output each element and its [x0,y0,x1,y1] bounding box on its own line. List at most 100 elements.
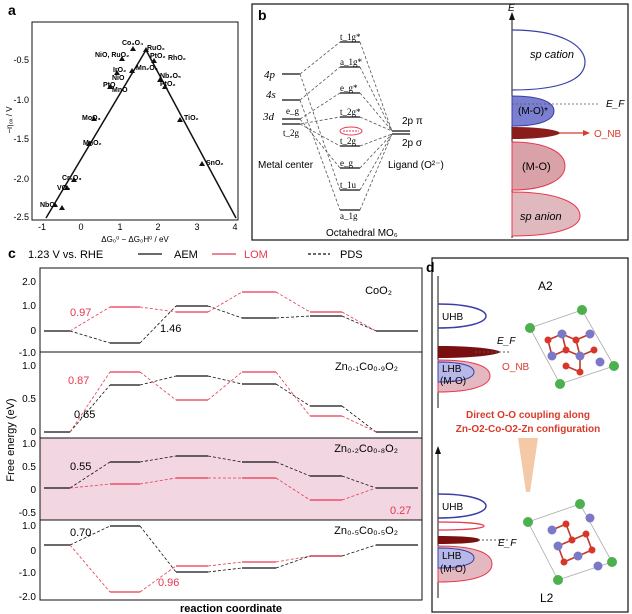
aem-connectors [69,525,377,573]
label-l2: L2 [540,591,554,605]
point-label: PtO₂ [150,53,166,60]
aem-connectors [69,455,377,489]
ytick: -1.5 [13,134,29,144]
ytick: -2.0 [19,592,37,603]
panel-a-points [52,46,205,210]
transition-arrow [518,438,538,492]
aem-levels [44,375,418,433]
lom-levels [110,291,342,313]
point-label: NbO [40,202,55,209]
uhb-label-top: UHB [442,312,463,323]
panel-b-frame [251,3,629,241]
panel-a-point-labels: Co₃O₄ RuO₂ NiO, RuO₂ PtO₂ RhO₂ IrO₂ Mn₂O… [40,40,224,209]
point-label: Co₃O₄ [122,40,143,47]
energy-arrow [509,12,515,20]
panel-c-yticks: 2.0 1.0 0 -1.0 1.0 0.5 0 1.0 0.5 0 -0.5 … [19,277,37,603]
lom-connectors [69,291,377,332]
zinc-atoms [525,305,619,389]
o-nb-ellipse [339,126,363,136]
metal-center-label: Metal center [258,160,314,171]
metal-level-labels: 4p 4s 3d e_g t_2g [262,69,300,138]
subplot-frame [39,267,423,353]
orbital-eg: e_g [286,106,299,116]
ytick: 1.0 [22,439,36,450]
pds-annotation-lom: 0.27 [390,505,411,517]
mo-labels: t_1g* a_1g* e_g* t_2g* t_2g e_g t_1u a_1… [340,32,362,221]
point-label: MoO₃ [82,115,101,122]
point [162,84,168,89]
dos-o-nb: O_NB [594,129,622,140]
point [114,70,120,75]
panel-a-xticks: -1 0 1 2 3 4 [38,222,238,232]
o-nb-band-bottom [438,536,480,544]
lhb-band-bottom [437,547,475,569]
panel-c-letter: c [8,245,16,261]
sp-cation-band [511,29,586,91]
ytick: -0.5 [13,55,29,65]
point [107,84,113,89]
panel-d-frame [431,257,629,613]
subplot-zn01: Zn₀.₁Co₀.₉O₂ 0.87 0.65 [44,361,418,433]
caption-line1: Direct O-O coupling along [466,410,590,421]
point-label: TiO₂ [184,115,199,122]
mo-label-bottom: (M-O) [440,564,466,575]
mo-label: e_g* [340,83,358,93]
label-a2: A2 [538,279,553,293]
point [151,58,157,63]
ytick: 0 [30,427,36,438]
mo-label: a_1g* [340,57,362,67]
point [71,177,77,182]
point-label: RuO₂ [147,45,165,52]
subplot-frame [39,519,423,601]
mo-antibonding-band [511,95,555,127]
point [119,56,125,61]
point [91,116,97,121]
octahedral-label: Octahedral MO₆ [326,228,398,239]
mo-label: t_2g [340,136,357,146]
point [157,77,163,82]
legend-pds: PDS [340,249,363,261]
ytick: 0.5 [22,462,36,473]
crystal-l2 [523,499,617,585]
aem-connectors [69,375,377,433]
fermi-label-bottom: E_F [498,538,517,549]
orbital-t2g: t_2g [283,128,300,138]
volcano-left-line [45,49,147,219]
ytick: 1.0 [22,521,36,532]
point [59,205,65,210]
o-nb-band-top [438,346,500,358]
xtick: 0 [78,222,83,232]
ligand-pi-label: 2p π [402,116,423,127]
ytick: -1.0 [19,568,37,579]
point [86,141,92,146]
lom-levels [110,555,342,593]
crystal-a2 [525,305,619,389]
mo-label: e_g [340,158,353,168]
dos-mo-antibonding: (M-O)* [518,106,548,117]
panel-c-xlabel: reaction coordinate [180,603,282,614]
panel-d-letter: d [426,259,435,275]
point-label: SnO₂ [206,160,224,167]
aem-levels [44,455,418,489]
pds-annotation-lom: 0.87 [68,375,89,387]
ytick: 0 [30,326,36,337]
cobalt-atoms [547,329,605,367]
mo-levels [340,41,360,211]
dos-sp-anion: sp anion [520,211,562,223]
xtick: 2 [155,222,160,232]
ligand-label: Ligand (O²⁻) [388,160,444,171]
ytick: -1.0 [13,95,29,105]
lom-connectors [69,544,311,593]
point [177,117,183,122]
point [143,47,149,52]
mo-label: t_2g* [340,107,361,117]
pds-annotation-lom: 0.97 [70,307,91,319]
legend-aem: AEM [174,249,198,261]
dos-fermi: E_F [606,99,625,110]
mo-label: t_1g* [340,32,361,42]
ytick: 0 [30,485,36,496]
ytick: 0 [30,546,36,557]
ytick: 1.0 [22,301,36,312]
ligand-levels [392,130,410,135]
mo-label: a_1g [340,211,358,221]
